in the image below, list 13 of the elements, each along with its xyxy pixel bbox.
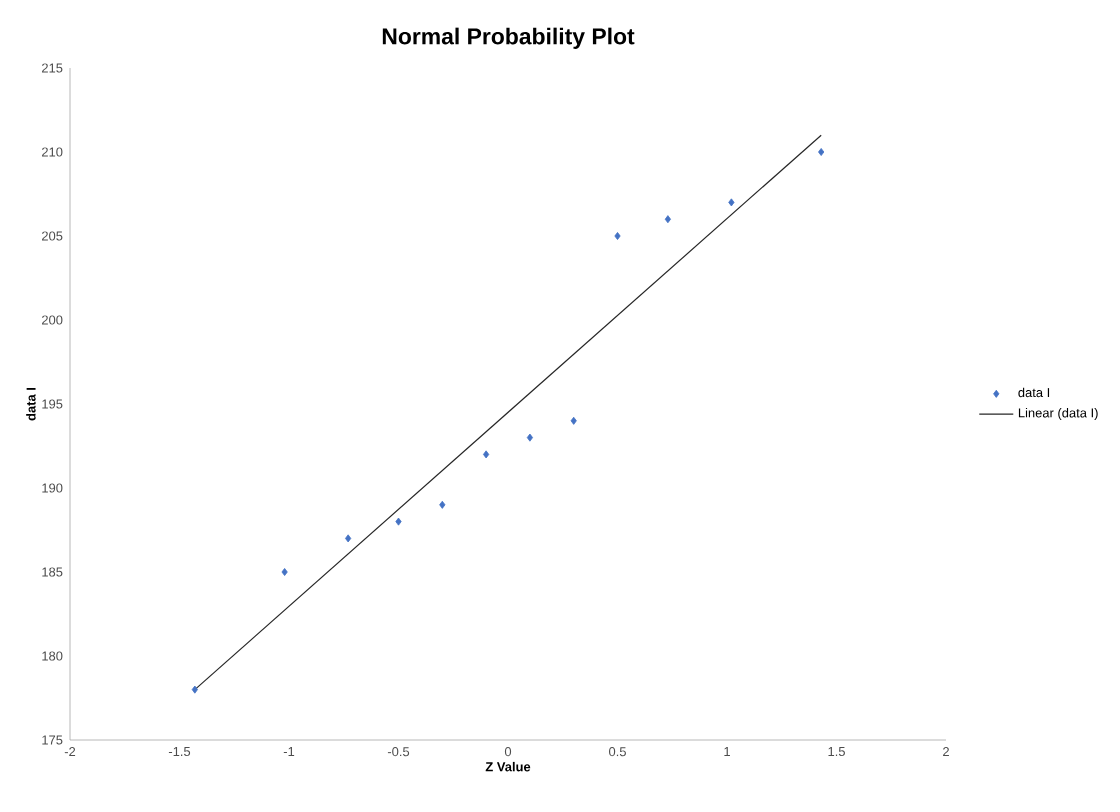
point	[728, 198, 735, 207]
point	[281, 568, 288, 576]
point	[191, 685, 198, 694]
point	[526, 433, 533, 442]
point	[395, 517, 402, 526]
point	[614, 232, 621, 240]
point	[664, 215, 671, 224]
point	[439, 500, 446, 509]
chart-title: Normal Probability Plot	[382, 27, 635, 49]
point	[345, 534, 352, 543]
point	[570, 416, 577, 425]
point	[483, 450, 490, 459]
point	[818, 148, 825, 156]
